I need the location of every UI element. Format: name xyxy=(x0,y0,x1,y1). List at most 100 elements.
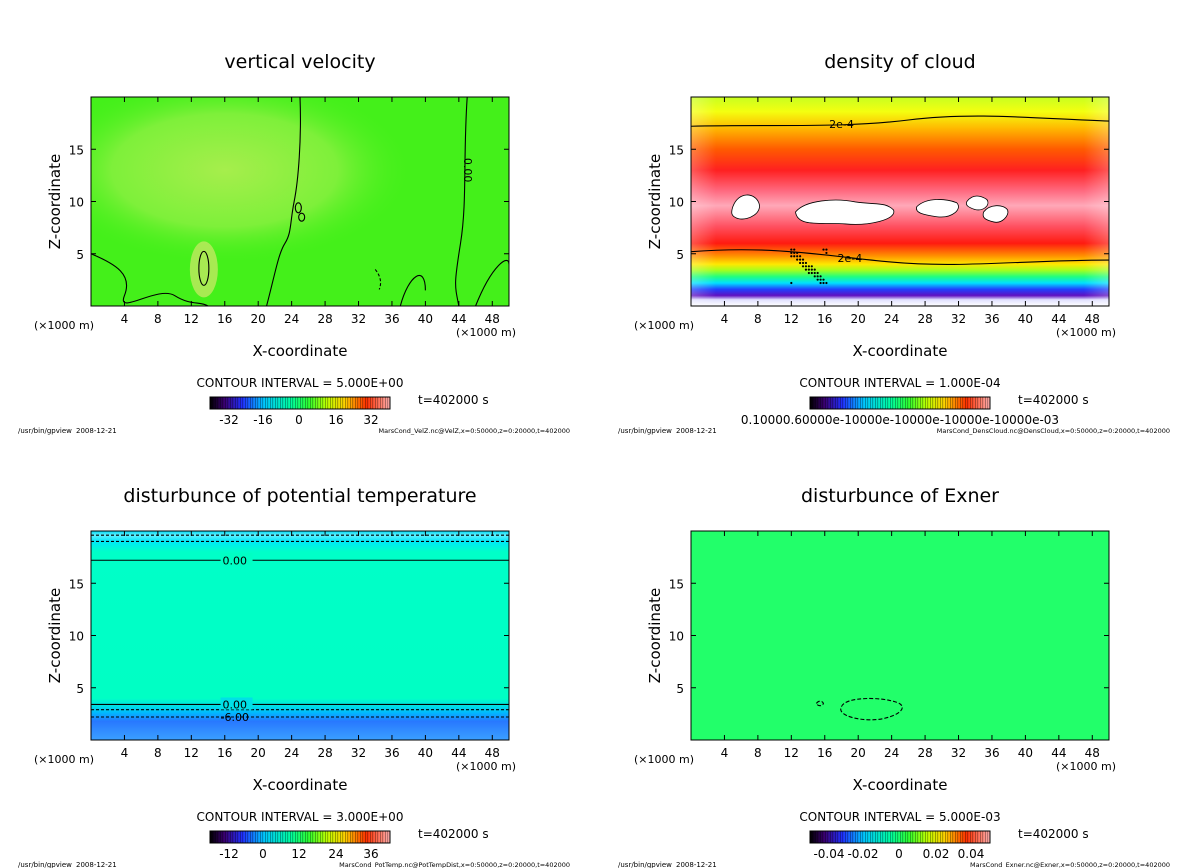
x-tick-label: 36 xyxy=(984,746,999,760)
x-tick-label: 20 xyxy=(251,746,266,760)
colorbar-frame xyxy=(809,396,991,410)
colorbar-tick-label: 0 xyxy=(259,847,267,861)
x-tick-label: 12 xyxy=(784,312,799,326)
x-tick-label: 16 xyxy=(217,746,232,760)
x-tick-label: 24 xyxy=(884,746,899,760)
contour-label: 2e-4 xyxy=(829,118,854,131)
contour-dot xyxy=(825,281,828,285)
x-unit-left: (×1000 m) xyxy=(634,319,694,332)
colorbar-tick-label: 24 xyxy=(328,847,343,861)
y-tick-label: 5 xyxy=(676,682,684,696)
contour-lines xyxy=(815,698,903,721)
y-tick-label: 5 xyxy=(76,248,84,262)
contour-dot xyxy=(801,261,805,265)
contour-dot xyxy=(796,251,799,255)
contour-zero-line xyxy=(399,275,426,307)
contour-dot xyxy=(813,268,816,271)
x-tick-label: 24 xyxy=(284,312,299,326)
x-unit-left: (×1000 m) xyxy=(634,753,694,766)
x-tick-label: 8 xyxy=(154,312,162,326)
colorbar: 0.10000.60000e-10000e-10000e-10000e-1000… xyxy=(741,396,1059,427)
colorbar-bins xyxy=(210,397,390,409)
contour-interval-text: CONTOUR INTERVAL = 5.000E+00 xyxy=(197,376,404,390)
x-tick-label: 36 xyxy=(384,312,399,326)
footer-program: /usr/bin/gpview xyxy=(18,427,72,435)
contour-dot xyxy=(816,275,819,278)
contour-dot xyxy=(816,278,819,281)
contour-dot xyxy=(804,268,808,271)
contour-dot xyxy=(822,281,825,285)
x-tick-label: 32 xyxy=(351,746,366,760)
panel-title: disturbunce of Exner xyxy=(801,485,999,507)
contour-negative xyxy=(840,698,903,721)
y-tick-label: 15 xyxy=(69,143,84,157)
footer-file: MarsCond_Exner.nc@Exner,x=0:50000,z=0:20… xyxy=(970,861,1170,868)
x-tick-label: 28 xyxy=(917,312,932,326)
contour-dot xyxy=(790,281,793,285)
contour-label: 0.00 xyxy=(223,698,248,711)
x-tick-label: 4 xyxy=(121,746,129,760)
x-tick-label: 40 xyxy=(418,746,433,760)
x-tick-label: 4 xyxy=(121,312,129,326)
footer-date: 2008-12-21 xyxy=(676,861,717,868)
x-tick-label: 4 xyxy=(721,312,729,326)
contour-2e-4-lower xyxy=(690,249,1110,265)
x-tick-label: 8 xyxy=(754,746,762,760)
contour-dot xyxy=(810,268,813,271)
contour-dot xyxy=(807,265,810,268)
y-axis-label: Z-coordinate xyxy=(46,588,64,683)
colorbar-tick-label: -0.02 xyxy=(847,847,878,861)
contour-dot xyxy=(793,251,796,255)
field-background xyxy=(91,531,509,740)
colorbar-frame xyxy=(209,396,391,410)
y-tick-label: 15 xyxy=(69,577,84,591)
x-tick-label: 20 xyxy=(251,312,266,326)
y-axis-label: Z-coordinate xyxy=(646,588,664,683)
x-tick-label: 28 xyxy=(917,746,932,760)
contour-dot xyxy=(790,251,793,255)
colorbar: -12 0 12 24 36 xyxy=(209,830,391,861)
contour-dot xyxy=(819,275,822,278)
x-tick-label: 44 xyxy=(1051,746,1066,760)
label-mask xyxy=(220,697,253,710)
contour-negative xyxy=(815,700,824,707)
footer-date: 2008-12-21 xyxy=(76,427,117,435)
x-tick-label: 44 xyxy=(1051,312,1066,326)
y-tick-label: 10 xyxy=(669,630,684,644)
footer-date: 2008-12-21 xyxy=(676,427,717,435)
x-unit-right: (×1000 m) xyxy=(1056,326,1116,339)
cloud-hole xyxy=(966,195,989,211)
colorbar-tick-label: 0.10000.60000e-10000e-10000e-10000e-1000… xyxy=(741,413,1059,427)
contour-lines xyxy=(690,115,1110,265)
contour-dot xyxy=(810,265,813,268)
colorbar-frame xyxy=(209,830,391,844)
contour-dot xyxy=(798,258,802,261)
colorbar-tick-label: 36 xyxy=(363,847,378,861)
colorbar-tick-label: 0 xyxy=(895,847,903,861)
x-tick-label: 32 xyxy=(951,312,966,326)
contour-dot xyxy=(801,258,805,261)
contour-dot xyxy=(822,278,825,281)
x-unit-left: (×1000 m) xyxy=(34,319,94,332)
y-axis-label: Z-coordinate xyxy=(46,154,64,249)
contour-lines xyxy=(91,534,509,718)
x-tick-label: 4 xyxy=(721,746,729,760)
panel-title: vertical velocity xyxy=(224,51,375,73)
y-tick-label: 10 xyxy=(69,630,84,644)
colorbar-tick-label: 12 xyxy=(291,847,306,861)
colorbar-bins xyxy=(210,831,390,843)
cloud-hole xyxy=(916,199,959,218)
x-tick-label: 48 xyxy=(485,746,500,760)
y-tick-label: 10 xyxy=(669,196,684,210)
x-unit-right: (×1000 m) xyxy=(456,326,516,339)
contour-dot xyxy=(807,268,810,271)
x-axis-label: X-coordinate xyxy=(253,776,348,794)
x-tick-label: 40 xyxy=(1018,746,1033,760)
x-tick-label: 48 xyxy=(1085,746,1100,760)
colorbar-bins xyxy=(810,831,990,843)
y-tick-label: 15 xyxy=(669,143,684,157)
colorbar-tick-label: 0.02 xyxy=(923,847,950,861)
time-label: t=402000 s xyxy=(418,393,489,407)
